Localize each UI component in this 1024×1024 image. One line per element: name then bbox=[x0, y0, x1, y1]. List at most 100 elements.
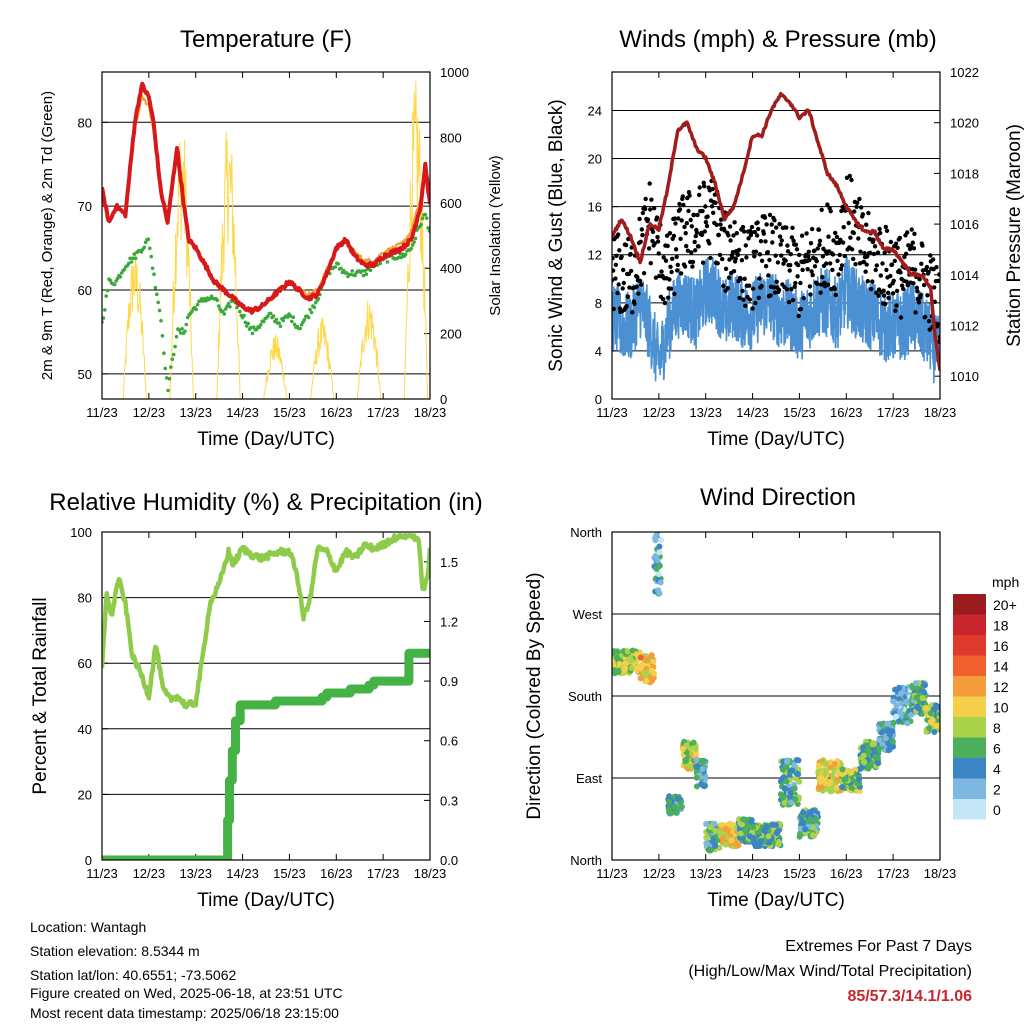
x-axis-label: Time (Day/UTC) bbox=[197, 890, 335, 911]
gust-point bbox=[849, 247, 855, 252]
direction-point bbox=[792, 796, 799, 803]
legend-label: 18 bbox=[993, 618, 1009, 634]
gust-point bbox=[643, 196, 648, 202]
x-tick-label: 13/23 bbox=[689, 405, 722, 420]
gust-point bbox=[747, 297, 752, 302]
gust-point bbox=[911, 246, 917, 251]
gust-point bbox=[693, 233, 698, 239]
dewpoint-point bbox=[312, 305, 317, 310]
gust-point bbox=[616, 232, 621, 237]
direction-point bbox=[624, 648, 631, 655]
gust-point bbox=[916, 300, 922, 305]
gust-point bbox=[741, 229, 747, 234]
gust-point bbox=[699, 232, 705, 237]
gust-point bbox=[714, 222, 719, 227]
location-text: Location: Wantagh bbox=[30, 919, 147, 935]
gust-point bbox=[812, 248, 817, 253]
direction-point bbox=[622, 660, 629, 667]
x-tick-label: 16/23 bbox=[830, 405, 863, 420]
gust-point bbox=[852, 209, 857, 214]
gust-point bbox=[702, 184, 707, 189]
gust-point bbox=[656, 251, 661, 256]
gust-point bbox=[684, 221, 689, 226]
x-tick-label: 17/23 bbox=[877, 866, 910, 881]
direction-point bbox=[848, 784, 855, 791]
dewpoint-point bbox=[277, 321, 281, 325]
direction-point bbox=[800, 809, 807, 816]
gust-point bbox=[877, 226, 882, 232]
gust-point bbox=[677, 201, 682, 207]
gust-point bbox=[690, 259, 696, 265]
gust-point bbox=[912, 267, 918, 272]
direction-plot-area bbox=[612, 532, 940, 854]
legend-swatch bbox=[953, 799, 986, 820]
dewpoint-point bbox=[190, 309, 194, 314]
y-tick-label: South bbox=[568, 689, 602, 704]
direction-point bbox=[722, 841, 729, 848]
gust-point bbox=[695, 212, 700, 218]
gust-point bbox=[716, 232, 721, 238]
direction-point bbox=[637, 654, 644, 661]
dewpoint-point bbox=[308, 307, 312, 312]
gust-point bbox=[910, 240, 915, 245]
gust-point bbox=[857, 196, 862, 202]
direction-point bbox=[839, 784, 845, 790]
direction-point bbox=[897, 690, 904, 697]
precipitation-line bbox=[102, 648, 430, 860]
gust-point bbox=[893, 308, 898, 313]
gust-point bbox=[860, 212, 865, 217]
y-tick-label: 0 bbox=[85, 853, 92, 868]
station-pressure-line bbox=[612, 91, 940, 371]
x-tick-label: 11/23 bbox=[596, 405, 628, 420]
y-axis-label: Percent & Total Rainfall bbox=[30, 597, 51, 794]
direction-point bbox=[740, 816, 746, 823]
gust-point bbox=[891, 278, 896, 283]
gust-point bbox=[727, 224, 733, 229]
x-tick-label: 18/23 bbox=[414, 405, 447, 420]
gust-point bbox=[683, 231, 688, 236]
gust-point bbox=[736, 247, 742, 253]
gust-point bbox=[614, 253, 619, 258]
dewpoint-point bbox=[278, 324, 283, 329]
dewpoint-point bbox=[261, 319, 266, 324]
x-tick-label: 12/23 bbox=[133, 405, 166, 420]
y2-tick-label: 600 bbox=[440, 196, 462, 211]
gust-point bbox=[627, 285, 632, 290]
gust-point bbox=[613, 276, 618, 281]
gust-point bbox=[783, 258, 788, 263]
dewpoint-point bbox=[419, 222, 423, 227]
x-tick-label: 16/23 bbox=[320, 866, 353, 881]
direction-point bbox=[829, 772, 836, 779]
gust-point bbox=[781, 261, 786, 266]
y2-tick-label: 0 bbox=[440, 392, 447, 407]
dewpoint-point bbox=[159, 318, 163, 323]
gust-point bbox=[825, 282, 831, 287]
x-tick-label: 13/23 bbox=[689, 866, 722, 881]
legend-label: 10 bbox=[993, 700, 1009, 716]
direction-point bbox=[890, 698, 897, 705]
gust-point bbox=[872, 244, 878, 249]
y-tick-label: 80 bbox=[78, 591, 92, 606]
gust-point bbox=[750, 286, 756, 291]
direction-point bbox=[656, 543, 663, 550]
dewpoint-point bbox=[336, 262, 341, 266]
direction-point bbox=[693, 756, 700, 763]
gust-point bbox=[828, 209, 833, 214]
dewpoint-point bbox=[129, 260, 134, 264]
direction-point bbox=[641, 670, 648, 677]
direction-point bbox=[612, 667, 618, 674]
direction-point bbox=[686, 762, 693, 769]
direction-point bbox=[726, 821, 733, 827]
gust-point bbox=[869, 286, 874, 292]
legend-label: 12 bbox=[993, 679, 1009, 695]
gust-point bbox=[689, 224, 694, 229]
gust-point bbox=[632, 301, 637, 306]
gust-point bbox=[726, 233, 731, 238]
gust-point bbox=[679, 271, 684, 276]
gust-point bbox=[796, 313, 801, 319]
dewpoint-point bbox=[183, 329, 187, 334]
x-tick-label: 15/23 bbox=[783, 405, 816, 420]
y-tick-label: East bbox=[576, 771, 602, 786]
direction-point bbox=[694, 763, 701, 770]
gust-point bbox=[792, 284, 797, 289]
